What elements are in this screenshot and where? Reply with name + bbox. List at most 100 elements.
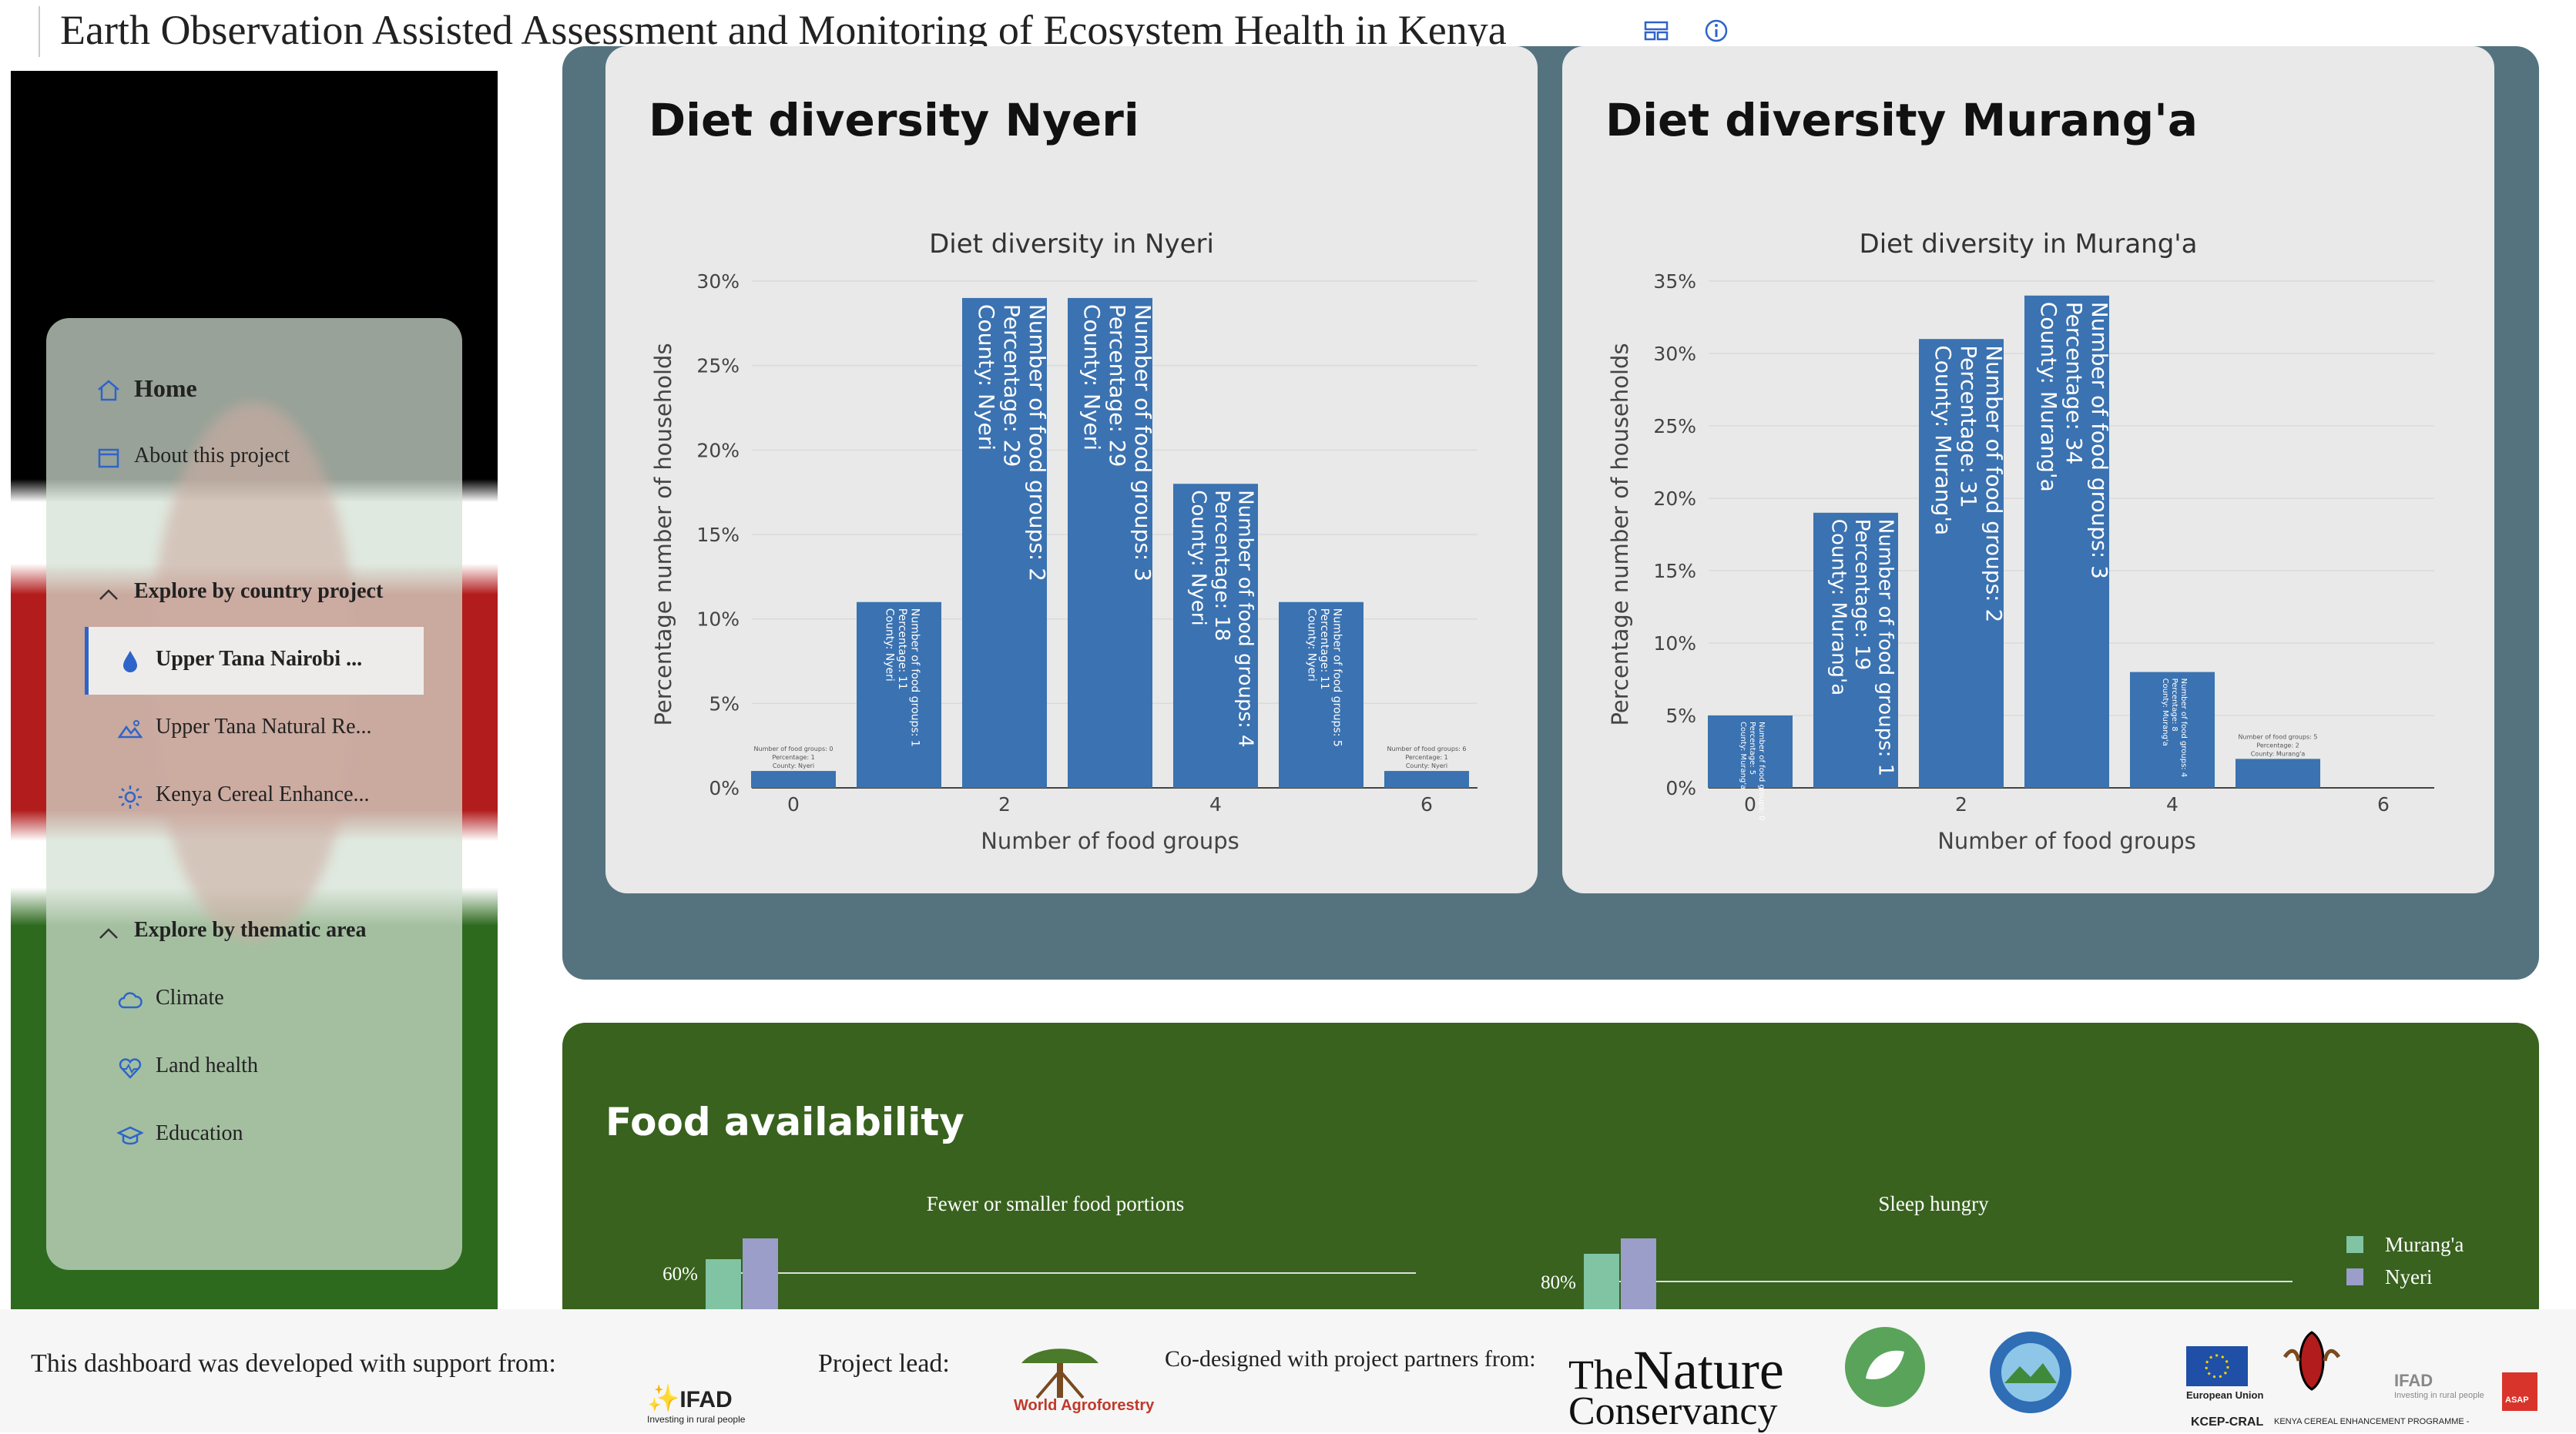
sidebar-nav — [46, 318, 462, 1270]
nyeri-bar-label: Number of food groups: 0 — [754, 745, 834, 752]
nyeri-bar-label: Percentage: 1 — [1405, 754, 1447, 761]
water-resources-seal-icon — [1987, 1329, 2074, 1419]
nyeri-y-tick: 5% — [709, 692, 740, 715]
food-availability-charts: Fewer or smaller food portions Sleep hung… — [662, 1192, 2464, 1309]
nyeri-bar — [1173, 484, 1258, 788]
muranga-y-tick: 0% — [1665, 777, 1696, 799]
layout-icon[interactable] — [1641, 15, 1672, 46]
leaf-emblem-icon — [1843, 1325, 1927, 1412]
nyeri-bar — [857, 601, 941, 788]
muranga-y-tick: 30% — [1653, 343, 1696, 365]
muranga-y-axis-label: Percentage number of households — [1607, 343, 1633, 725]
food-chart-1-title: Fewer or smaller food portions — [927, 1192, 1184, 1215]
nav-about[interactable]: About this project — [134, 444, 290, 467]
eu-label: European Union — [2186, 1389, 2264, 1401]
muranga-bar-label: Number of food groups: 3 — [2087, 302, 2112, 579]
info-icon[interactable] — [1701, 15, 1732, 46]
nyeri-y-tick: 10% — [696, 608, 740, 631]
muranga-bar-label: County: Murang'a — [2161, 678, 2169, 746]
muranga-bar-label: Number of food groups: 4 — [2179, 678, 2188, 778]
muranga-bar-label: Percentage: 2 — [2256, 742, 2299, 749]
chevron-up-icon[interactable] — [96, 921, 122, 947]
muranga-bar-label: Percentage: 31 — [1956, 345, 1981, 508]
muranga-bar-label: County: Murang'a — [1826, 519, 1850, 695]
chevron-up-icon[interactable] — [96, 582, 122, 608]
legend-swatch-nyeri — [2346, 1268, 2363, 1285]
legend-label-nyeri: Nyeri — [2385, 1265, 2432, 1288]
nyeri-bar-label: County: Nyeri — [883, 608, 895, 682]
muranga-y-tick: 15% — [1653, 560, 1696, 582]
nav-thematic-land-health[interactable]: Land health — [156, 1054, 258, 1077]
nyeri-bar-label: Percentage: 29 — [999, 304, 1025, 467]
nature-conservancy-the: The — [1568, 1352, 1633, 1398]
muranga-card-title: Diet diversity Murang'a — [1605, 94, 2199, 146]
muranga-bar-label: County: Murang'a — [2251, 750, 2306, 757]
nyeri-bar-label: Percentage: 11 — [1318, 608, 1330, 690]
nyeri-bar-label: Number of food groups: 1 — [909, 608, 921, 747]
muranga-chart: Diet diversity in Murang'a 0% 5% 10% 15% 20% 2… — [1607, 229, 2434, 854]
nyeri-y-tick: 25% — [696, 355, 740, 377]
nav-country-item-3[interactable]: Kenya Cereal Enhance... — [156, 782, 370, 806]
muranga-bar-label: Percentage: 19 — [1850, 519, 1873, 670]
muranga-y-tick: 20% — [1653, 487, 1696, 510]
muranga-bar-label: Percentage: 8 — [2170, 678, 2179, 732]
nav-item-active-background — [85, 627, 424, 695]
ifad-logo-name: IFAD — [679, 1387, 733, 1412]
footer-lead-text: Project lead: — [818, 1349, 950, 1378]
muranga-bar-label: County: Murang'a — [2036, 302, 2061, 492]
asap-logo: ASAP — [2502, 1372, 2537, 1411]
footer-codesigned-text: Co-designed with project partners from: — [1165, 1346, 1536, 1372]
nyeri-y-tick: 15% — [696, 524, 740, 546]
food-availability-title: Food availability — [605, 1100, 964, 1144]
food-availability-panel — [562, 1023, 2539, 1331]
muranga-bar-label: County: Murang'a — [1739, 722, 1747, 789]
nav-thematic-education[interactable]: Education — [156, 1121, 243, 1145]
nyeri-y-tick: 30% — [696, 270, 740, 293]
nyeri-bar-label: County: Nyeri — [1305, 608, 1317, 682]
nyeri-bar — [962, 297, 1047, 788]
ifad-logo: ✨IFAD Investing in rural people — [647, 1384, 746, 1425]
food-chart-1-bar-muranga — [706, 1259, 741, 1309]
section-thematic-area[interactable]: Explore by thematic area — [134, 918, 367, 942]
nav-thematic-climate[interactable]: Climate — [156, 986, 224, 1010]
nav-country-item-1[interactable]: Upper Tana Nairobi ... — [156, 647, 363, 671]
home-icon — [96, 377, 122, 404]
nyeri-x-tick: 6 — [1420, 793, 1433, 816]
nyeri-chart: Diet diversity in Nyeri 0% 5% 10% 15% 20% 25% 3… — [650, 229, 1478, 854]
muranga-y-tick: 5% — [1665, 705, 1696, 727]
nyeri-bar — [751, 771, 836, 788]
food-chart-1-y-tick: 60% — [662, 1264, 698, 1285]
section-country-project[interactable]: Explore by country project — [134, 579, 384, 603]
muranga-bar-label: Number of food groups: 1 — [1874, 519, 1897, 776]
muranga-bar-label: Number of food groups: 2 — [1981, 345, 2007, 622]
nyeri-bar-label: Number of food groups: 5 — [1331, 608, 1343, 747]
cloud-icon — [117, 987, 143, 1014]
nyeri-bar-label: County: Nyeri — [974, 304, 999, 451]
nyeri-bar-label: Percentage: 1 — [772, 754, 814, 761]
muranga-bar — [1813, 512, 1898, 788]
nav-home[interactable]: Home — [134, 374, 197, 402]
kcep-full-label: KENYA CEREAL ENHANCEMENT PROGRAMME - — [2274, 1417, 2470, 1426]
nyeri-bar-label: County: Nyeri — [1079, 304, 1105, 451]
muranga-bar-label: Percentage: 5 — [1748, 722, 1756, 775]
nyeri-bar-label: Number of food groups: 2 — [1025, 304, 1050, 581]
nyeri-chart-title: Diet diversity in Nyeri — [929, 229, 1214, 260]
muranga-bar-label: Number of food groups: 5 — [2239, 733, 2318, 740]
food-chart-2-y-tick: 80% — [1541, 1272, 1576, 1293]
nyeri-bar-label: Number of food groups: 3 — [1130, 304, 1156, 581]
muranga-y-tick: 10% — [1653, 632, 1696, 655]
food-chart-2-title: Sleep hungry — [1878, 1192, 1989, 1215]
heart-pulse-icon — [117, 1055, 143, 1081]
food-chart-2-bar-nyeri — [1621, 1238, 1656, 1309]
legend-swatch-muranga — [2346, 1236, 2363, 1253]
nyeri-bar-label: County: Nyeri — [1406, 762, 1447, 769]
nyeri-x-tick: 4 — [1209, 793, 1222, 816]
document-icon — [96, 445, 122, 471]
graduation-cap-icon — [116, 1123, 144, 1149]
landscape-icon — [117, 716, 143, 742]
nyeri-y-axis-label: Percentage number of households — [650, 343, 676, 725]
food-chart-2-bar-muranga — [1584, 1254, 1619, 1309]
nyeri-x-tick: 0 — [787, 793, 800, 816]
kenya-coat-of-arms-icon — [2277, 1326, 2346, 1399]
nav-country-item-2[interactable]: Upper Tana Natural Re... — [156, 715, 372, 739]
